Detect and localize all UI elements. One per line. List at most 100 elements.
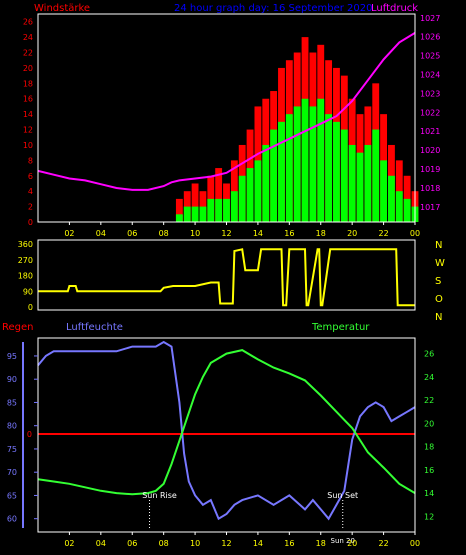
wind-avg-bar [246, 168, 254, 222]
temperature-y-tick: 14 [424, 489, 434, 498]
x-tick-label: 22 [378, 229, 388, 238]
wind-avg-bar [317, 98, 325, 222]
wind-y-tick: 20 [23, 64, 33, 73]
wind-y-tick: 12 [23, 126, 33, 135]
x-tick-label: 22 [378, 539, 388, 548]
wind-x-axis: 02 04 06 08 10 12 14 16 18 20 22 00 [64, 222, 420, 238]
wind-avg-bar [325, 114, 333, 222]
x-tick-label: 00 [410, 229, 420, 238]
pressure-y-tick: 1024 [420, 71, 440, 80]
sun-rise-label: Sun Rise [142, 491, 177, 500]
pressure-y-tick: 1022 [420, 108, 440, 117]
x-tick-label: 00 [410, 539, 420, 548]
pressure-y-tick: 1027 [420, 14, 440, 23]
x-tick-label: 06 [127, 229, 137, 238]
direction-y-tick: 360 [18, 240, 33, 249]
wind-max-bar [215, 168, 223, 222]
pressure-y-tick: 1018 [420, 184, 440, 193]
direction-y-tick: 270 [18, 256, 33, 265]
temperature-y-tick: 16 [424, 466, 434, 475]
wind-avg-bar [403, 198, 411, 222]
rain-axis-title: Regen [2, 322, 34, 333]
sun-time-label: Sun 20 [331, 537, 355, 545]
temperature-y-axis: 12 14 16 18 20 22 24 26 [424, 350, 434, 522]
x-tick-label: 14 [253, 229, 263, 238]
wind-max-bar [175, 198, 183, 222]
wind-avg-bar [340, 129, 348, 222]
wind-y-tick: 8 [28, 156, 33, 165]
temperature-axis-title: Temperatur [311, 322, 370, 333]
wind-avg-bar [380, 160, 388, 222]
x-tick-label: 14 [253, 539, 263, 548]
wind-avg-bar [278, 121, 285, 222]
x-tick-label: 20 [347, 229, 357, 238]
wind-avg-bar [183, 206, 191, 222]
humidity-line [37, 340, 416, 521]
wind-avg-bar [348, 144, 356, 222]
wind-avg-bar [207, 198, 215, 222]
x-tick-label: 08 [159, 539, 169, 548]
wind-avg-bar [333, 121, 340, 222]
wind-avg-bar [309, 106, 317, 222]
direction-y-axis: 0 90 180 270 360 [18, 240, 33, 312]
wind-avg-bar [395, 191, 403, 222]
direction-plot-frame [37, 239, 416, 311]
x-tick-label: 04 [96, 229, 106, 238]
wind-avg-bar [301, 98, 309, 222]
humidity-temperature-panel: Regen Luftfeuchte Temperatur 0 Sun Rise S… [2, 322, 434, 548]
temperature-y-tick: 12 [424, 512, 434, 521]
temperature-y-tick: 22 [424, 396, 434, 405]
pressure-y-tick: 1023 [420, 89, 440, 98]
rain-zero-label: 0 [27, 430, 32, 439]
humidity-y-tick: 80 [7, 422, 17, 431]
pressure-y-tick: 1020 [420, 146, 440, 155]
pressure-y-tick: 1017 [420, 203, 440, 212]
humidity-y-tick: 60 [7, 515, 17, 524]
wind-avg-bar [356, 152, 364, 222]
compass-label: W [435, 258, 445, 269]
direction-y-tick: 0 [28, 303, 33, 312]
pressure-y-tick: 1019 [420, 165, 440, 174]
wind-y-tick: 18 [23, 79, 33, 88]
humidity-y-axis: 60 65 70 75 80 85 90 95 [7, 342, 38, 528]
pressure-y-tick: 1026 [420, 33, 440, 42]
compass-label: N [435, 240, 442, 251]
x-tick-label: 12 [221, 539, 231, 548]
wind-axis-title: Windstärke [34, 3, 90, 14]
pressure-y-tick: 1025 [420, 52, 440, 61]
wind-avg-bar [191, 206, 199, 222]
wind-y-tick: 6 [28, 172, 33, 181]
temperature-y-tick: 24 [424, 373, 434, 382]
x-tick-label: 06 [127, 539, 137, 548]
humidity-y-tick: 90 [7, 375, 17, 384]
wind-avg-bar [364, 144, 372, 222]
wind-y-tick: 0 [28, 218, 33, 227]
wind-avg-bar [270, 129, 278, 222]
wind-avg-bar [175, 214, 183, 222]
x-tick-label: 02 [64, 539, 74, 548]
wind-avg-bar [293, 106, 301, 222]
humidity-y-tick: 95 [7, 352, 17, 361]
wind-bars [175, 37, 419, 222]
wind-avg-bar [223, 198, 230, 222]
x-tick-label: 18 [316, 229, 326, 238]
humidity-axis-title: Luftfeuchte [66, 322, 123, 333]
x-tick-label: 02 [64, 229, 74, 238]
chart-title: 24 hour graph day: 16 September 2020 [174, 3, 372, 14]
wind-max-bar [191, 183, 199, 222]
humidity-x-axis: 02 04 06 08 10 12 14 16 18 20 22 00 [64, 532, 420, 548]
direction-line [38, 248, 415, 307]
wind-y-tick: 2 [28, 203, 33, 212]
temperature-y-tick: 18 [424, 443, 434, 452]
wind-avg-bar [388, 175, 395, 222]
wind-y-tick: 4 [28, 187, 33, 196]
sun-annotations: Sun Rise Sun Set Sun 20 [142, 491, 358, 545]
pressure-axis-title: Luftdruck [371, 3, 418, 14]
x-tick-label: 04 [96, 539, 106, 548]
temperature-line [37, 349, 416, 496]
direction-y-tick: 90 [23, 287, 33, 296]
x-tick-label: 18 [316, 539, 326, 548]
